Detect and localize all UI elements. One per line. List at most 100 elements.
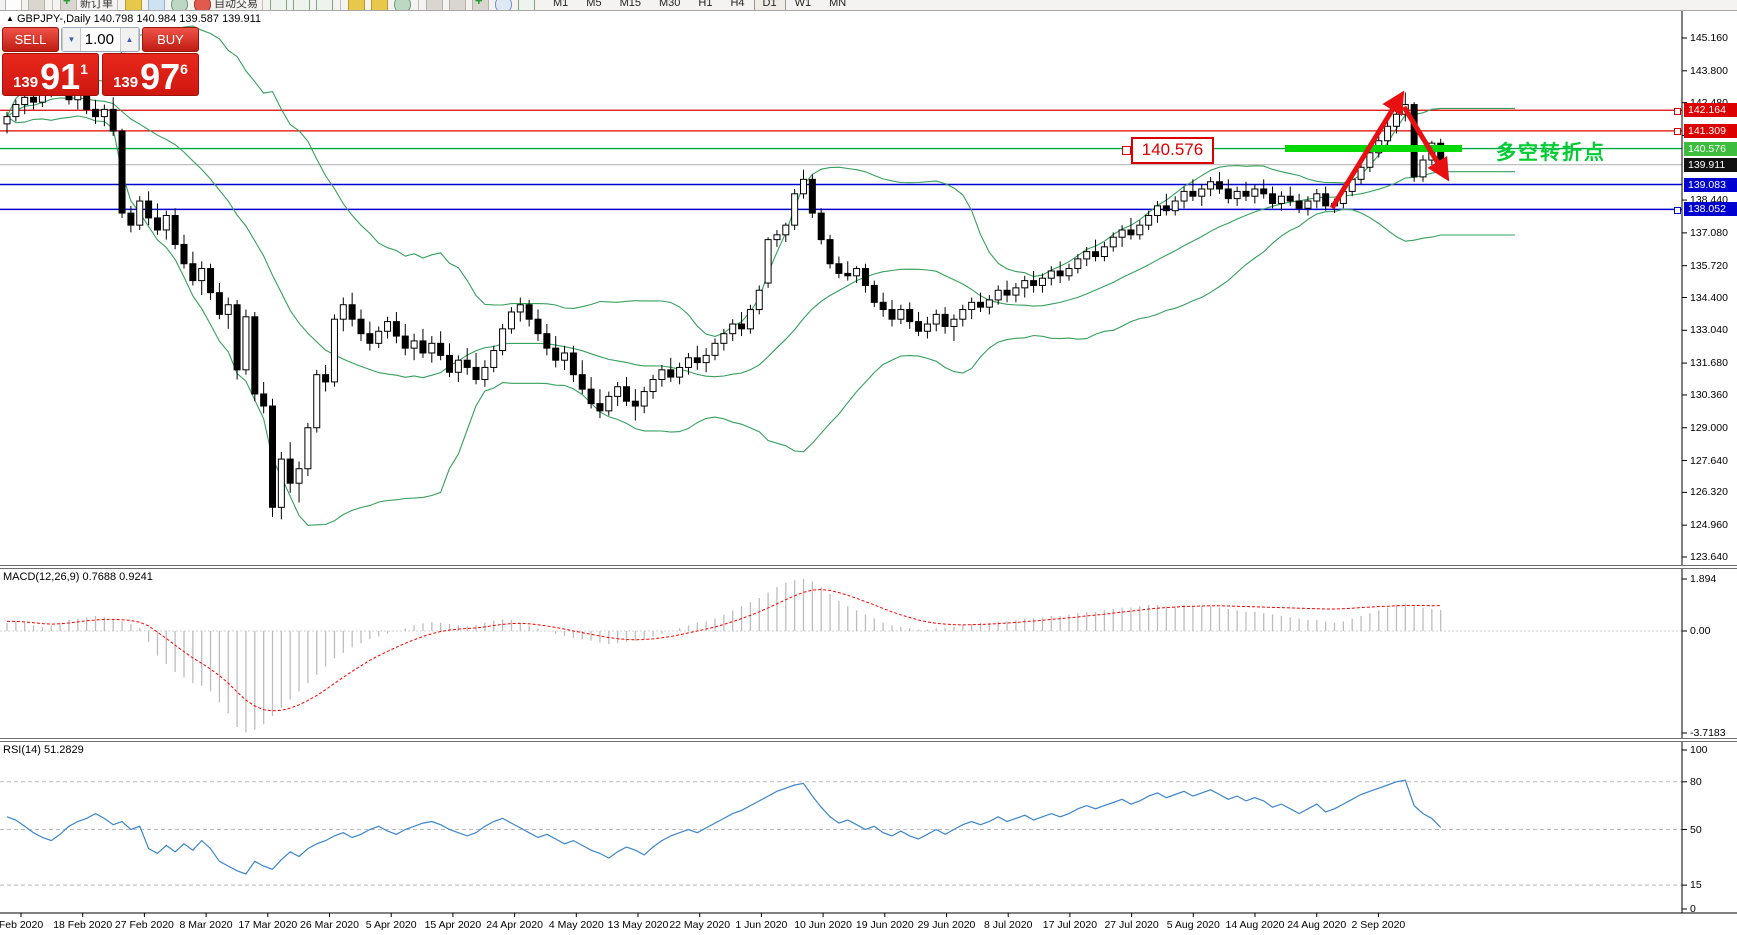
volume-input[interactable]: 1.00 <box>84 31 114 48</box>
timeframe-button-M30[interactable]: M30 <box>658 0 681 9</box>
crosshair-icon[interactable] <box>426 0 443 10</box>
price-flag-handle[interactable] <box>1122 146 1131 155</box>
candle-bear <box>1269 193 1277 204</box>
trend-arrow-down[interactable] <box>1401 105 1450 182</box>
candle-bull <box>711 342 719 356</box>
candle-bull <box>702 354 710 364</box>
market-watch-icon[interactable] <box>148 0 165 10</box>
timeframe-button-H1[interactable]: H1 <box>698 0 713 9</box>
tile-windows-icon[interactable] <box>394 0 411 10</box>
price-tick-label: 123.640 <box>1690 551 1728 563</box>
candle-bear <box>1260 188 1268 195</box>
candle-bull <box>454 359 462 373</box>
candle-bull <box>800 178 807 195</box>
autotrade-label[interactable]: 自动交易 <box>214 0 258 10</box>
candle-bull <box>614 386 622 397</box>
candle-bear <box>83 94 91 110</box>
candle-bull <box>490 350 498 368</box>
candle-bear <box>915 321 923 332</box>
candle-bear <box>1003 289 1011 296</box>
candle-bear <box>401 335 409 349</box>
candle-bear <box>623 386 630 402</box>
sell-price-figure: 139 <box>13 74 39 91</box>
trend-arrow-up[interactable] <box>1329 90 1405 210</box>
price-tick-label: 143.800 <box>1690 64 1728 77</box>
template-icon[interactable] <box>518 0 535 10</box>
zoom-in-icon[interactable] <box>348 0 365 10</box>
history-center-icon[interactable] <box>125 0 142 10</box>
timeframe-button-M15[interactable]: M15 <box>619 0 641 9</box>
price-badge-142.164: 142.164 <box>1684 103 1737 118</box>
date-label: 24 Apr 2020 <box>486 919 543 931</box>
candle-bull <box>959 309 967 320</box>
new-order-label[interactable]: 新订单 <box>80 0 113 10</box>
candle-bull <box>950 318 958 327</box>
sell-button[interactable]: SELL <box>2 27 59 52</box>
date-label: 15 Apr 2020 <box>424 919 482 931</box>
zoom-out-icon[interactable] <box>371 0 388 10</box>
volume-control: ▼ 1.00 ▲ <box>61 27 140 52</box>
candle-bear <box>631 400 639 407</box>
candle-bear <box>543 333 551 349</box>
date-label: 8 Jul 2020 <box>983 919 1033 931</box>
candle-bear <box>392 321 400 337</box>
candle-bull <box>428 342 436 354</box>
candle-bull <box>375 330 383 344</box>
candle-bear <box>1189 190 1197 197</box>
timeframe-button-W1[interactable]: W1 <box>794 0 812 9</box>
line-chart-icon[interactable] <box>316 0 333 10</box>
timeframe-button-M1[interactable]: M1 <box>553 0 569 9</box>
candle-bull <box>773 234 781 241</box>
timeframe-button-D1[interactable]: D1 <box>753 0 786 10</box>
period-clock-icon[interactable] <box>495 0 512 10</box>
candle-bull <box>1154 205 1161 217</box>
pane-separator-main-macd[interactable] <box>0 565 1737 569</box>
candle-bear <box>260 393 268 407</box>
timeframe-button-MN[interactable]: MN <box>829 0 847 9</box>
add-indicator-icon[interactable] <box>472 0 489 10</box>
volume-decrease-button[interactable]: ▼ <box>62 28 81 51</box>
candle-bull <box>1277 195 1285 204</box>
buy-price-point: 6 <box>180 61 188 77</box>
line-drag-handle[interactable] <box>1674 128 1681 136</box>
autotrade-icon[interactable] <box>194 0 211 10</box>
timeframe-button-M5[interactable]: M5 <box>586 0 602 9</box>
symbol-period-label: GBPJPY-,Daily <box>16 13 91 25</box>
candle-bear <box>1242 190 1250 197</box>
sell-price-display[interactable]: 139 91 1 <box>2 53 99 96</box>
date-label: 14 Aug 2020 <box>1225 919 1285 931</box>
green-pivot-bar[interactable] <box>1285 145 1462 152</box>
sell-price-point: 1 <box>80 61 88 77</box>
price-badge-139.911: 139.911 <box>1684 157 1737 172</box>
candle-bear <box>322 374 330 383</box>
buy-price-display[interactable]: 139 97 6 <box>102 53 199 96</box>
candle-bull <box>507 311 515 330</box>
date-label: 19 Jun 2020 <box>855 919 914 931</box>
pane-separator-macd-rsi[interactable] <box>0 738 1737 742</box>
buy-price-figure: 139 <box>113 74 139 91</box>
timeframe-button-H4[interactable]: H4 <box>730 0 745 9</box>
candle-bear <box>525 304 533 320</box>
candlestick-icon[interactable] <box>293 0 310 10</box>
profile-icon[interactable] <box>28 0 45 10</box>
web-terminal-icon[interactable] <box>171 0 188 10</box>
line-drag-handle[interactable] <box>1674 107 1681 115</box>
new-order-icon[interactable] <box>60 0 77 10</box>
candle-bull <box>3 116 11 125</box>
window-icon[interactable] <box>5 0 22 10</box>
volume-increase-button[interactable]: ▲ <box>120 28 139 51</box>
line-drag-handle[interactable] <box>1674 206 1681 214</box>
bar-chart-icon[interactable] <box>270 0 287 10</box>
candle-bull <box>1021 280 1029 289</box>
candle-bear <box>1215 181 1223 190</box>
candle-bull <box>720 333 728 344</box>
candle-bear <box>215 292 223 315</box>
candle-bull <box>410 340 418 349</box>
candle-bear <box>1322 193 1330 207</box>
trendline-icon[interactable] <box>449 0 466 10</box>
buy-button[interactable]: BUY <box>142 27 199 52</box>
candle-bear <box>180 243 188 265</box>
price-flag-140576[interactable]: 140.576 <box>1131 137 1214 164</box>
date-label: 17 Mar 2020 <box>238 919 298 931</box>
